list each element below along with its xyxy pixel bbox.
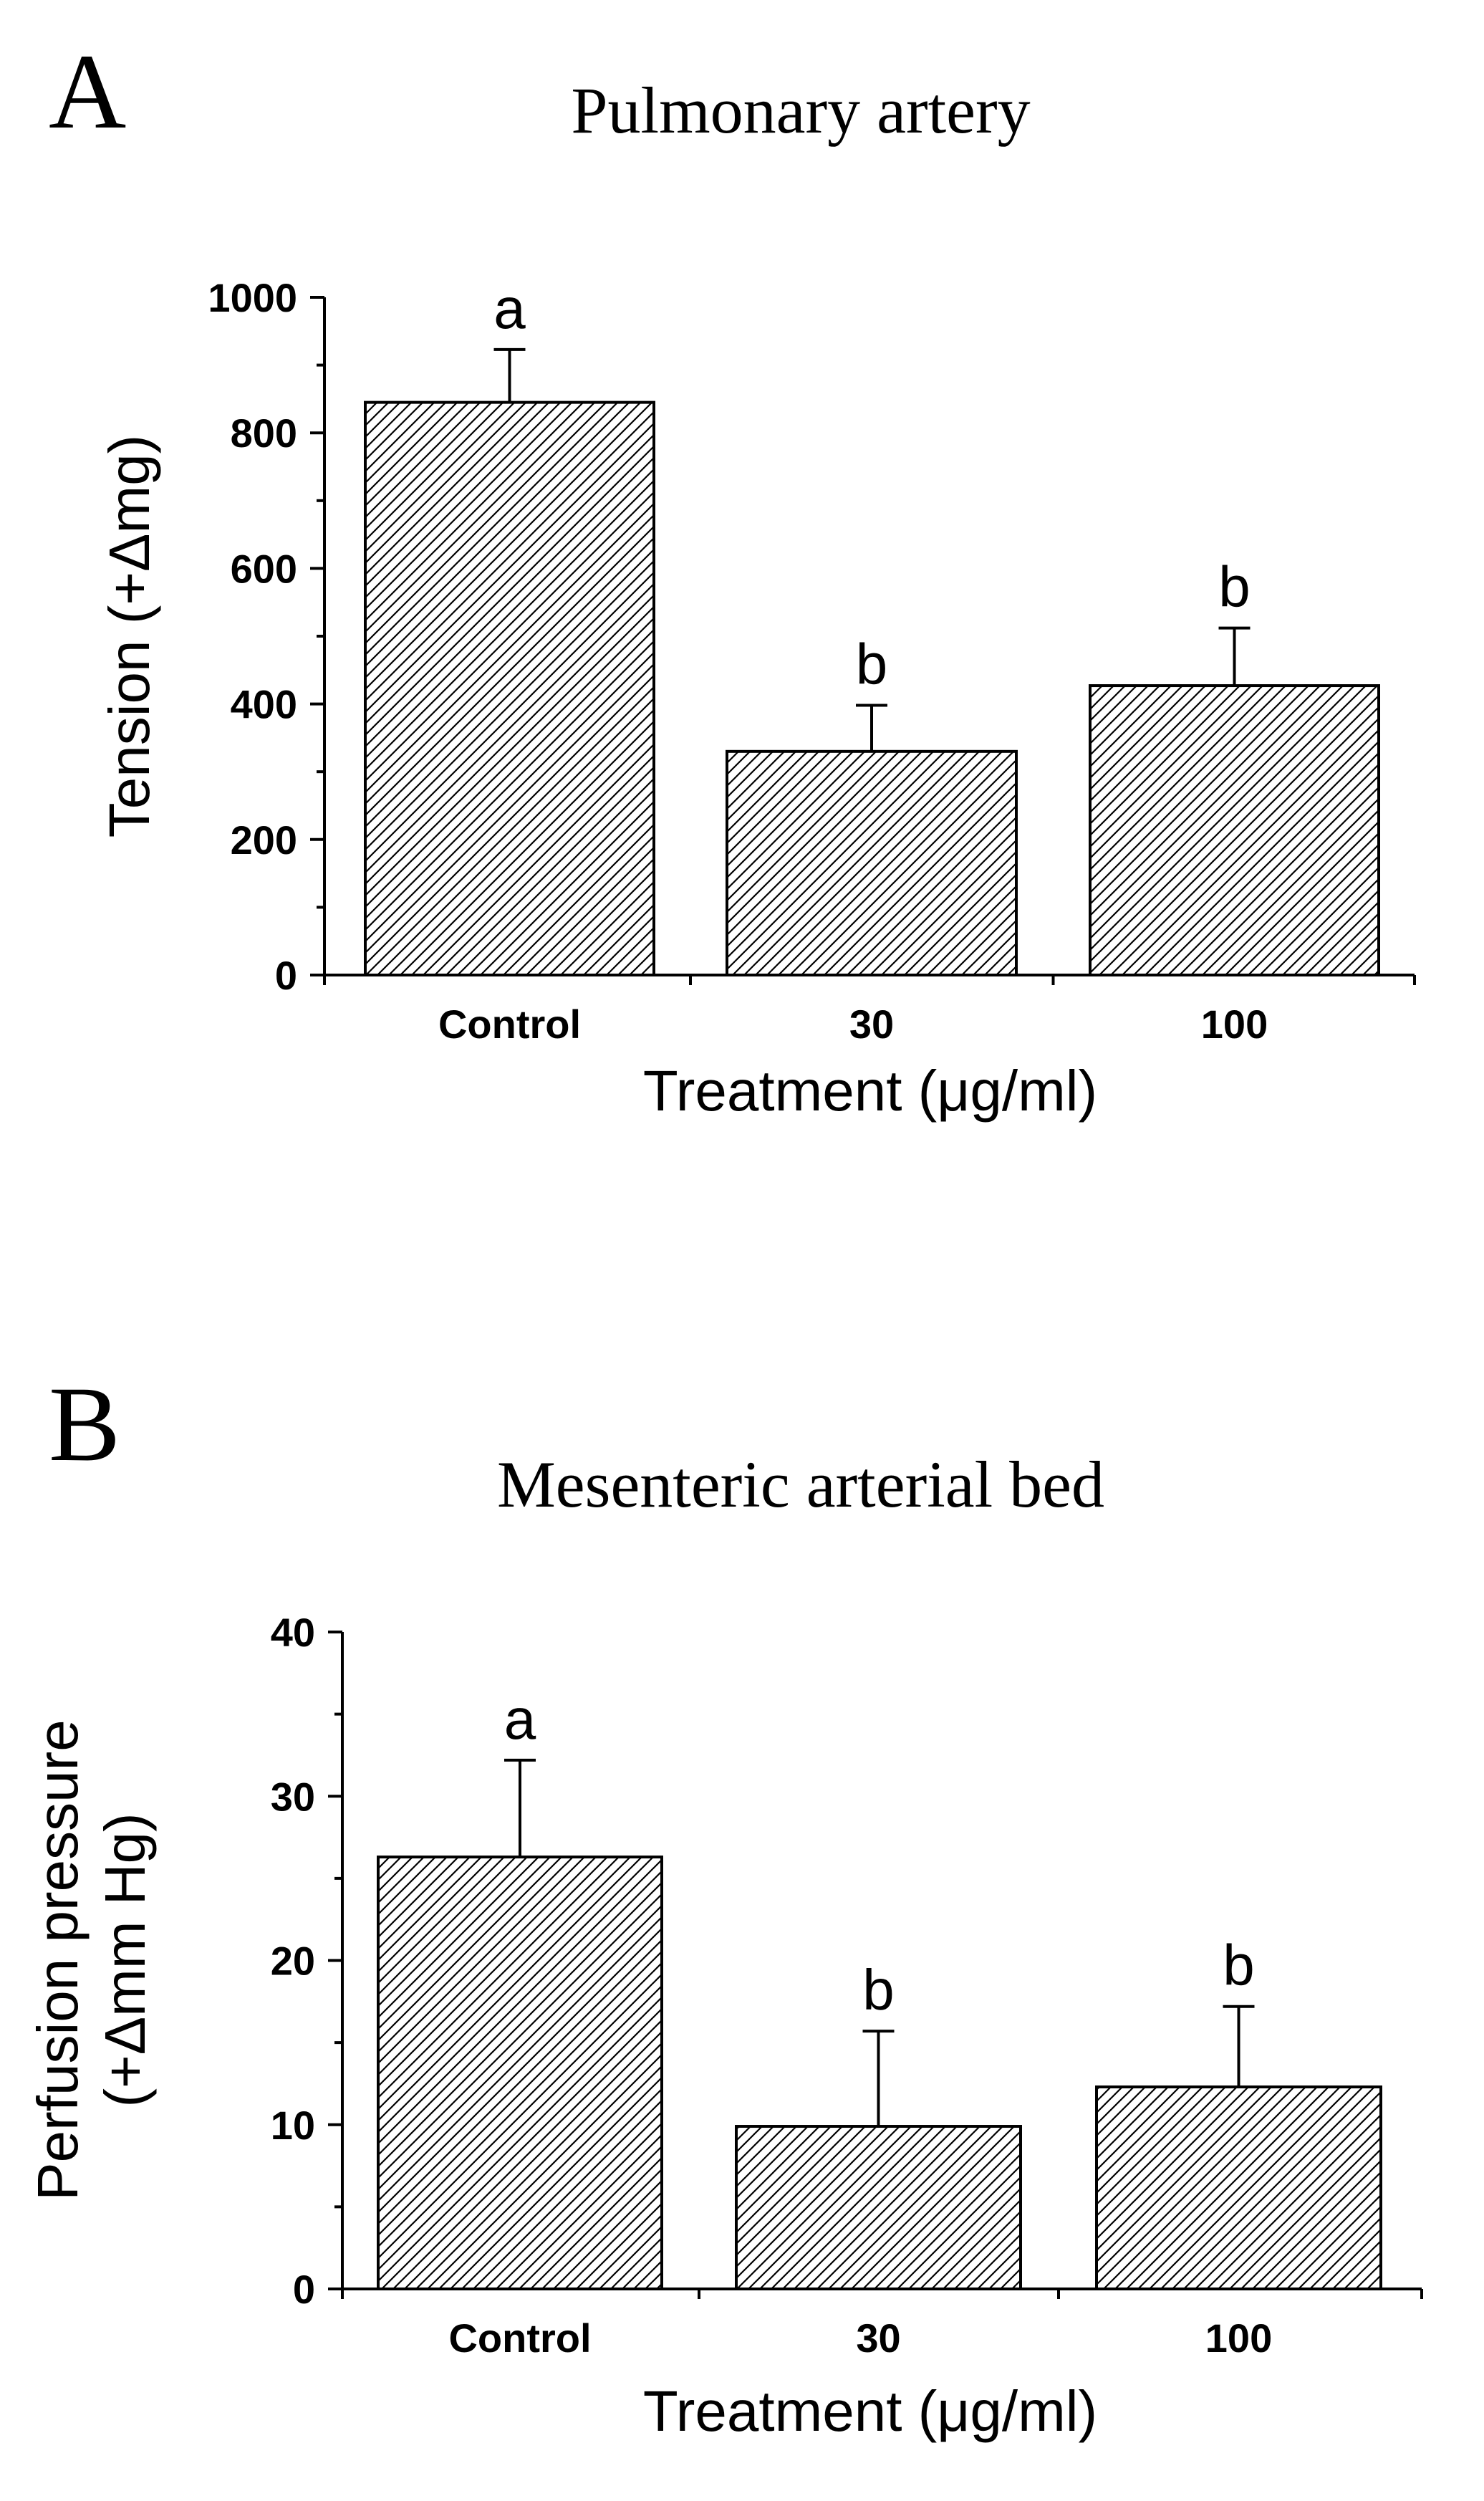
bar-30 xyxy=(726,749,1018,976)
y-tick-label: 20 xyxy=(271,1939,315,1984)
bar-control xyxy=(377,1856,663,2290)
panel-a: A Pulmonary artery 0 200 400 600 800 1000 a Contr… xyxy=(49,32,1416,1123)
significance-letter: b xyxy=(862,1958,895,2022)
y-tick-label: 30 xyxy=(271,1774,315,1819)
panel-letter: A xyxy=(49,32,126,151)
chart-title: Pulmonary artery xyxy=(571,74,1030,147)
x-tick-label: 30 xyxy=(856,2315,900,2361)
y-tick-label: 800 xyxy=(231,411,297,456)
x-tick-label: 30 xyxy=(849,1002,894,1047)
y-tick-label: 1000 xyxy=(208,275,297,320)
y-axis-title: (+Δmm Hg) xyxy=(93,1813,157,2107)
x-tick-label: Control xyxy=(448,2315,591,2361)
significance-letter: b xyxy=(1223,1934,1255,1997)
significance-letter: b xyxy=(1218,555,1251,619)
x-axis-title: Treatment (μg/ml) xyxy=(643,1059,1097,1123)
significance-letter: b xyxy=(856,632,888,696)
y-tick-label: 10 xyxy=(271,2103,315,2148)
chart-title: Mesenteric arterial bed xyxy=(497,1448,1104,1521)
panel-b: B Mesenteric arterial bed 0 10 20 30 40 a Contro… xyxy=(26,1365,1423,2443)
y-axis-title: Tension (+Δmg) xyxy=(97,435,161,838)
bar-30 xyxy=(735,2125,1022,2290)
bar-100 xyxy=(1089,684,1380,976)
bar-control xyxy=(364,400,655,976)
x-tick-label: Control xyxy=(438,1002,581,1047)
bar-100 xyxy=(1095,2085,1382,2290)
y-tick-label: 0 xyxy=(275,953,297,998)
y-tick-label: 400 xyxy=(231,682,297,727)
y-tick-label: 40 xyxy=(271,1610,315,1655)
x-axis-title: Treatment (μg/ml) xyxy=(643,2379,1097,2443)
y-tick-label: 0 xyxy=(293,2267,315,2312)
x-tick-label: 100 xyxy=(1205,2315,1272,2361)
y-tick-label: 600 xyxy=(231,546,297,591)
significance-letter: a xyxy=(493,277,526,340)
x-tick-label: 100 xyxy=(1201,1002,1268,1047)
y-axis-title: Perfusion pressure xyxy=(26,1719,90,2200)
panel-letter: B xyxy=(49,1365,120,1484)
significance-letter: a xyxy=(504,1687,536,1751)
y-tick-label: 200 xyxy=(231,817,297,863)
